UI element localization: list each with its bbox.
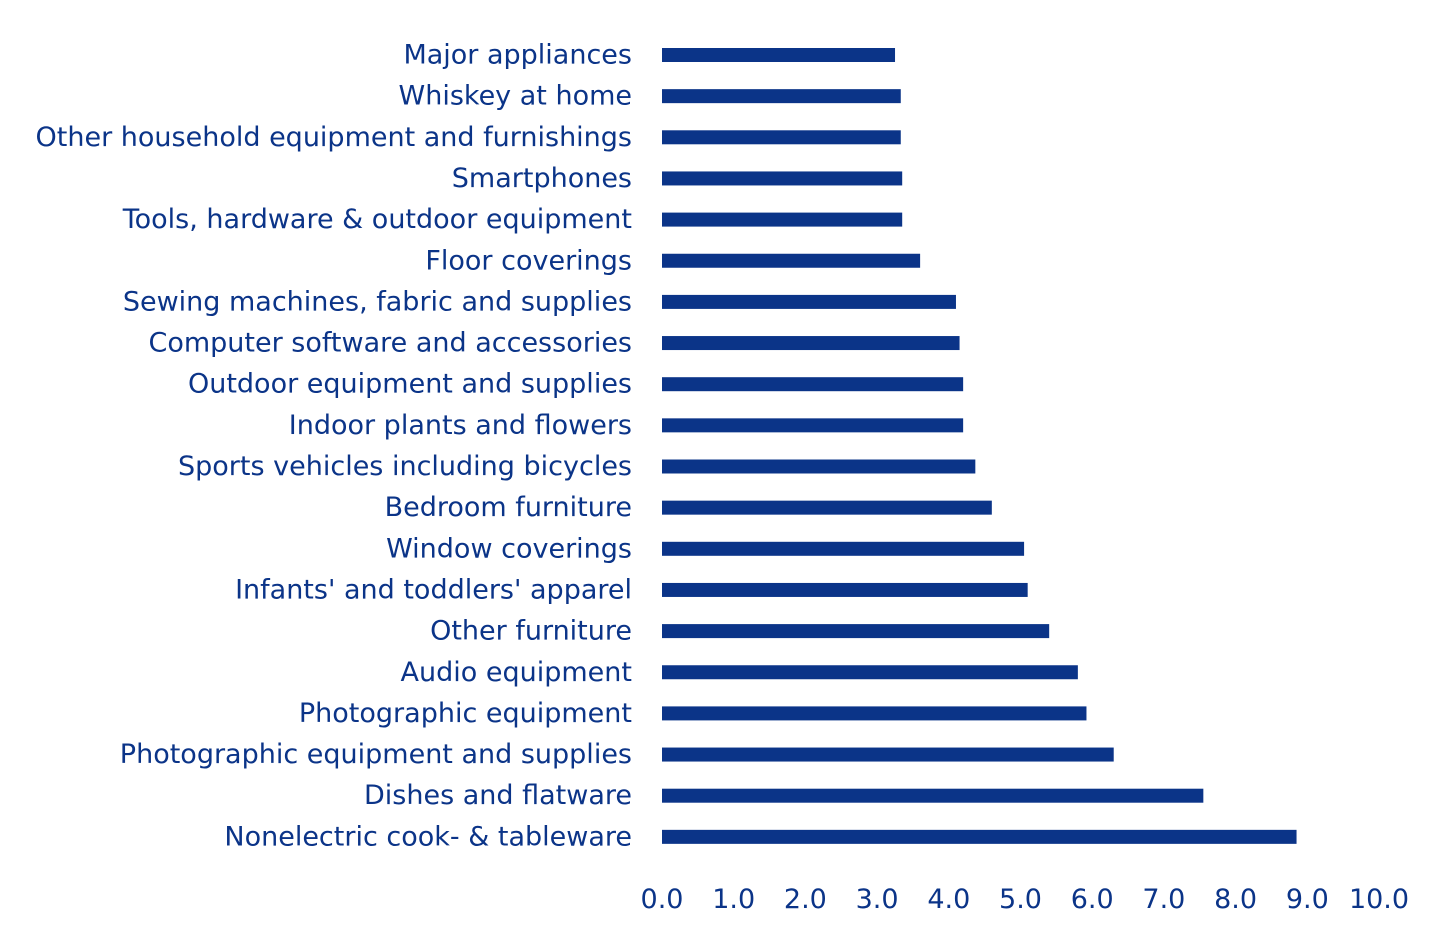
x-tick-label: 3.0 bbox=[856, 884, 899, 915]
bar bbox=[662, 500, 992, 515]
category-label: Smartphones bbox=[452, 163, 632, 194]
bar bbox=[662, 89, 901, 104]
x-tick-label: 8.0 bbox=[1214, 884, 1257, 915]
category-label: Photographic equipment and supplies bbox=[120, 739, 632, 770]
category-label: Other furniture bbox=[430, 616, 632, 647]
x-tick-label: 7.0 bbox=[1142, 884, 1185, 915]
bar bbox=[662, 665, 1078, 680]
category-label: Window coverings bbox=[386, 533, 632, 564]
category-label: Audio equipment bbox=[401, 657, 632, 688]
x-axis-ticks: 0.0 1.0 2.0 3.0 4.0 5.0 6.0 7.0 8.0 9.0 10.0 bbox=[641, 884, 1410, 915]
bar bbox=[662, 788, 1204, 803]
x-tick-label: 6.0 bbox=[1071, 884, 1114, 915]
category-label: Computer software and accessories bbox=[149, 328, 633, 359]
bar bbox=[662, 459, 976, 474]
bar bbox=[662, 418, 964, 433]
bar bbox=[662, 336, 960, 351]
category-label: Tools, hardware & outdoor equipment bbox=[122, 204, 632, 235]
category-label: Nonelectric cook- & tableware bbox=[224, 821, 632, 852]
category-label: Sewing machines, fabric and supplies bbox=[123, 286, 632, 317]
bar bbox=[662, 829, 1297, 844]
category-label: Sports vehicles including bicycles bbox=[178, 451, 632, 482]
bar bbox=[662, 541, 1025, 556]
bar bbox=[662, 171, 903, 186]
category-label: Major appliances bbox=[403, 40, 632, 71]
x-tick-label: 10.0 bbox=[1349, 884, 1409, 915]
category-label: Infants' and toddlers' apparel bbox=[235, 574, 632, 605]
bar bbox=[662, 212, 903, 227]
category-label: Other household equipment and furnishing… bbox=[36, 122, 632, 153]
bar bbox=[662, 582, 1028, 597]
bar bbox=[662, 253, 921, 268]
bar bbox=[662, 624, 1050, 639]
category-label: Dishes and flatware bbox=[364, 780, 632, 811]
x-tick-label: 1.0 bbox=[712, 884, 755, 915]
category-label: Floor coverings bbox=[425, 245, 632, 276]
bar bbox=[662, 48, 896, 62]
bar bbox=[662, 130, 901, 145]
category-label: Outdoor equipment and supplies bbox=[188, 369, 632, 400]
category-label: Indoor plants and flowers bbox=[289, 410, 632, 441]
x-tick-label: 4.0 bbox=[927, 884, 970, 915]
x-tick-label: 0.0 bbox=[641, 884, 684, 915]
category-labels-layer: Major appliances Whiskey at home Other hou… bbox=[36, 40, 632, 853]
bar bbox=[662, 294, 956, 309]
bars-layer bbox=[662, 48, 1297, 844]
category-label: Whiskey at home bbox=[399, 81, 632, 112]
bar bbox=[662, 706, 1087, 721]
bar bbox=[662, 747, 1114, 762]
x-tick-label: 9.0 bbox=[1286, 884, 1329, 915]
category-label: Photographic equipment bbox=[299, 698, 632, 729]
x-tick-label: 2.0 bbox=[784, 884, 827, 915]
x-tick-label: 5.0 bbox=[999, 884, 1042, 915]
bar bbox=[662, 377, 964, 392]
category-label: Bedroom furniture bbox=[385, 492, 632, 523]
